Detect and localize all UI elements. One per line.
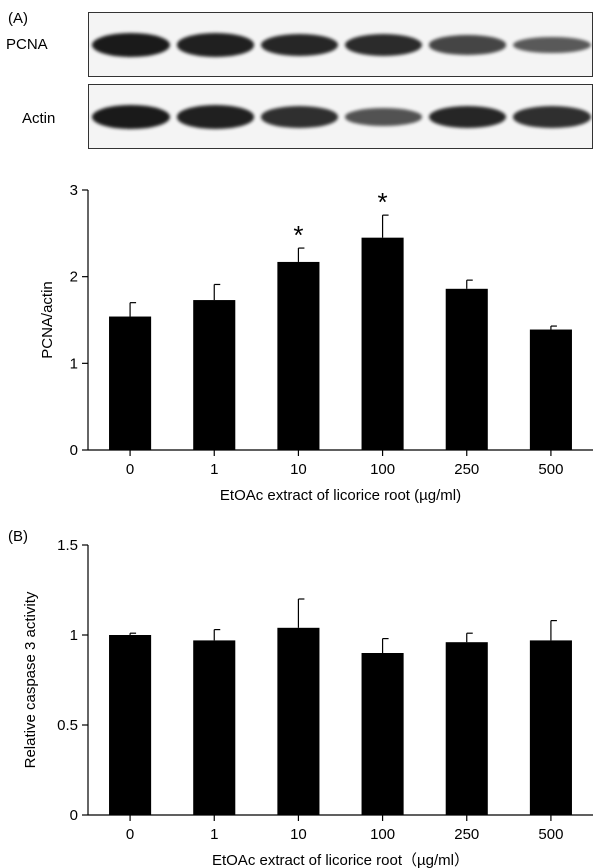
x-axis-label: EtOAc extract of licorice root (µg/ml) — [220, 487, 461, 504]
x-tick-label: 1 — [210, 461, 218, 478]
y-tick-label: 0 — [70, 807, 78, 824]
pcna-band — [429, 35, 507, 55]
x-tick-label: 100 — [370, 461, 395, 478]
y-axis-label: PCNA/actin — [39, 281, 56, 359]
western-blot-actin — [88, 84, 593, 149]
actin-band — [260, 106, 339, 128]
y-tick-label: 1.5 — [57, 537, 78, 554]
bar — [361, 237, 404, 450]
pcna-band — [344, 33, 423, 57]
x-tick-label: 10 — [290, 826, 307, 843]
x-tick-label: 0 — [126, 826, 134, 843]
actin-band — [176, 105, 254, 129]
actin-band — [344, 108, 423, 126]
actin-band — [92, 105, 170, 129]
x-axis-label: EtOAc extract of licorice root（µg/ml） — [212, 852, 469, 868]
bar — [193, 640, 236, 815]
actin-band — [429, 105, 507, 129]
bar — [277, 261, 320, 450]
western-blot-pcna — [88, 12, 593, 77]
bar — [445, 288, 488, 450]
bar — [529, 640, 572, 815]
panel-b-label: (B) — [8, 528, 28, 545]
x-tick-label: 1 — [210, 826, 218, 843]
x-tick-label: 500 — [538, 826, 563, 843]
y-tick-label: 1 — [70, 627, 78, 644]
chart-caspase3-activity: 0 0.5 1 1.5 0 1 10 100 250 500 EtOAc extract of li… — [22, 537, 593, 868]
chart-pcna-actin: 0 1 2 3 0 1 10 * 100 * 250 500 EtOAc extract of lico… — [39, 182, 593, 504]
significance-asterisk: * — [293, 220, 303, 250]
blot-pcna-label: PCNA — [6, 36, 48, 53]
bar — [193, 300, 236, 450]
y-tick-label: 3 — [70, 182, 78, 199]
panel-a-label: (A) — [8, 10, 28, 27]
x-tick-label: 100 — [370, 826, 395, 843]
x-tick-label: 250 — [454, 461, 479, 478]
blot-actin-label: Actin — [22, 110, 56, 127]
bar — [109, 635, 152, 815]
x-tick-label: 250 — [454, 826, 479, 843]
y-axis-label: Relative caspase 3 activity — [22, 591, 39, 768]
y-tick-label: 1 — [70, 355, 78, 372]
y-tick-label: 0.5 — [57, 717, 78, 734]
x-tick-label: 10 — [290, 461, 307, 478]
x-tick-label: 0 — [126, 461, 134, 478]
actin-band — [513, 106, 591, 128]
pcna-band — [176, 33, 254, 57]
pcna-band — [260, 33, 339, 57]
bar — [529, 329, 572, 450]
significance-asterisk: * — [378, 187, 388, 217]
bar — [361, 653, 404, 815]
y-tick-label: 0 — [70, 442, 78, 459]
bar — [277, 627, 320, 815]
y-tick-label: 2 — [70, 269, 78, 286]
bar — [109, 316, 152, 450]
pcna-band — [92, 33, 170, 57]
pcna-band — [513, 36, 591, 54]
bar — [445, 642, 488, 815]
x-tick-label: 500 — [538, 461, 563, 478]
